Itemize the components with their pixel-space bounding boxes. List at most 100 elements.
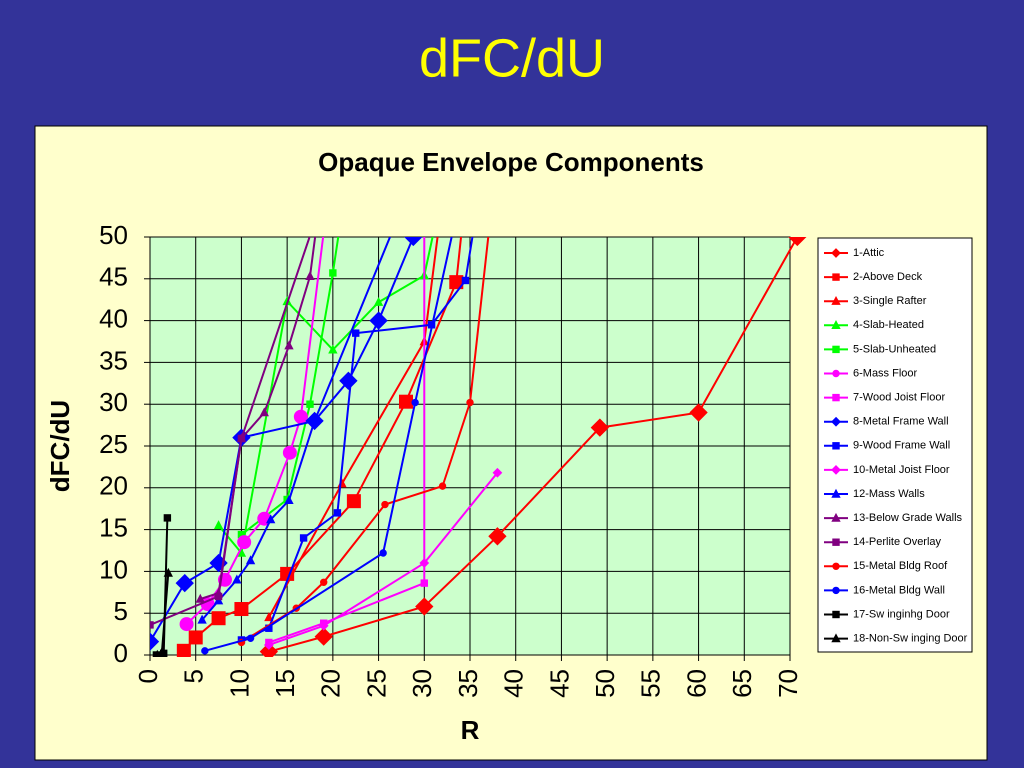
marker [234,602,249,617]
legend-label: 13-Below Grade Walls [853,512,963,524]
marker [282,445,297,460]
marker [306,400,314,408]
marker [411,398,419,407]
marker [176,643,191,657]
marker [150,632,160,651]
series-line [150,237,311,626]
marker [299,534,308,542]
series-line [268,237,426,644]
marker [832,610,840,619]
x-tick-label: 60 [681,669,711,698]
marker [201,647,209,655]
marker [150,621,154,629]
slide-title: dFC/dU [419,28,605,88]
marker [831,295,841,305]
y-axis-label: dFC/dU [45,400,75,492]
x-tick-label: 35 [453,669,483,698]
marker [328,344,338,354]
marker [352,329,360,337]
marker [415,597,434,616]
marker [263,640,274,650]
marker [832,442,840,450]
x-tick-label: 45 [544,669,574,698]
y-tick-label: 50 [99,220,128,250]
y-tick-label: 25 [99,429,128,459]
x-tick-label: 20 [316,669,346,698]
marker [175,573,194,593]
marker [369,311,388,330]
marker [305,271,315,280]
x-tick-label: 0 [133,669,163,683]
plot-border [149,236,791,656]
legend: 1-Attic 2-Above Deck 3-Single Rafter 4-Slab… [824,247,968,645]
marker [438,482,447,490]
marker [246,634,255,642]
legend-label: 4-Slab-Heated [853,319,924,331]
legend-label: 5-Slab-Unheated [853,343,936,355]
marker [831,488,841,498]
x-tick-label: 65 [727,669,757,698]
marker [318,620,329,631]
marker [293,409,308,424]
marker [163,514,172,522]
marker [179,617,194,632]
grid: 0 5 10 15 20 25 30 35 40 45 50 0 5 10 15 20 25 30 35 40 45 50… [99,220,803,698]
x-tick-label: 5 [179,669,209,683]
legend-label: 12-Mass Walls [853,488,925,500]
x-tick-label: 70 [773,669,803,698]
marker [832,273,840,281]
marker [284,495,294,505]
y-tick-label: 10 [99,554,128,584]
marker [264,612,274,622]
legend-label: 16-Metal Bldg Wall [853,584,945,596]
marker [284,340,294,350]
marker [339,371,358,390]
marker [346,494,361,509]
x-tick-label: 25 [361,669,391,698]
marker [211,611,226,626]
y-tick-label: 35 [99,345,128,375]
marker [373,296,384,306]
marker [492,467,503,478]
series-line [268,472,499,646]
marker [320,578,328,586]
marker [309,415,320,425]
legend-label: 18-Non-Sw inging Door [853,633,968,645]
marker [788,237,807,247]
legend-label: 6-Mass Floor [853,367,918,379]
x-tick-label: 30 [407,669,437,698]
chart-title: Opaque Envelope Components [318,147,704,177]
marker [832,562,840,570]
legend-label: 8-Metal Frame Wall [853,416,949,428]
y-tick-label: 0 [114,638,128,668]
marker [266,514,276,524]
marker [832,586,840,595]
marker [832,345,840,354]
marker [379,549,387,557]
marker [237,434,246,443]
marker [831,248,841,258]
marker [188,630,203,645]
marker [831,633,841,643]
y-tick-label: 45 [99,262,128,292]
series-line [241,237,474,641]
legend-label: 1-Attic [853,247,885,259]
legend-label: 2-Above Deck [853,271,923,283]
marker [245,555,256,565]
legend-label: 10-Metal Joist Floor [853,464,950,476]
marker [381,500,389,509]
marker [214,592,223,601]
legend-label: 17-Sw inginhg Door [853,608,950,620]
x-tick-label: 50 [590,669,620,698]
marker [195,593,205,603]
legend-label: 14-Perlite Overlay [853,536,942,548]
marker [488,527,507,546]
marker [831,512,841,522]
marker [329,269,337,277]
marker [466,398,474,407]
marker [832,369,840,378]
marker [590,418,609,437]
legend-label: 7-Wood Joist Floor [853,392,945,404]
